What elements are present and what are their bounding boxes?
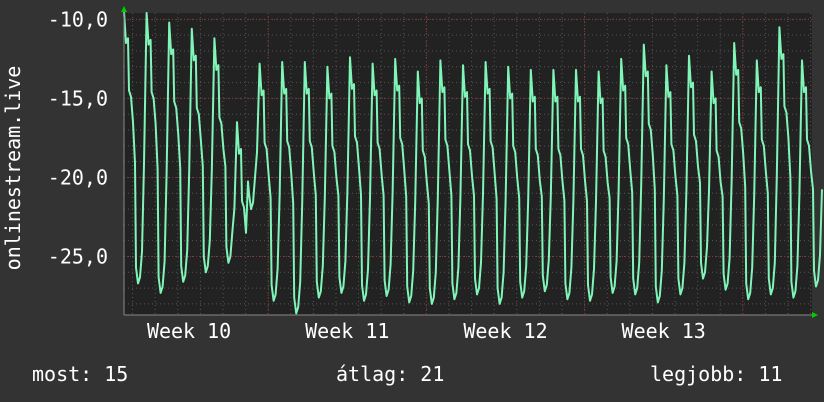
x-tick-label: Week 13 bbox=[622, 319, 706, 343]
y-axis-label: onlinestream.live bbox=[1, 66, 25, 271]
best-value: legjobb: 11 bbox=[650, 362, 783, 386]
series-line bbox=[123, 11, 823, 315]
x-axis-arrow-icon bbox=[812, 312, 818, 318]
x-ticks: Week 10 Week 11 Week 12 Week 13 bbox=[147, 319, 706, 343]
y-axis-arrow-icon bbox=[121, 6, 127, 12]
x-tick-label: Week 12 bbox=[463, 319, 547, 343]
y-tick-label: -15,0 bbox=[48, 86, 108, 110]
average-value: átlag: 21 bbox=[336, 362, 445, 386]
y-tick-label: -25,0 bbox=[48, 244, 108, 268]
y-tick-label: -10,0 bbox=[48, 7, 108, 31]
y-tick-label: -20,0 bbox=[48, 165, 108, 189]
x-tick-label: Week 10 bbox=[147, 319, 231, 343]
x-tick-label: Week 11 bbox=[305, 319, 389, 343]
y-ticks: -10,0 -15,0 -20,0 -25,0 bbox=[48, 7, 108, 268]
current-value: most: 15 bbox=[32, 362, 129, 386]
